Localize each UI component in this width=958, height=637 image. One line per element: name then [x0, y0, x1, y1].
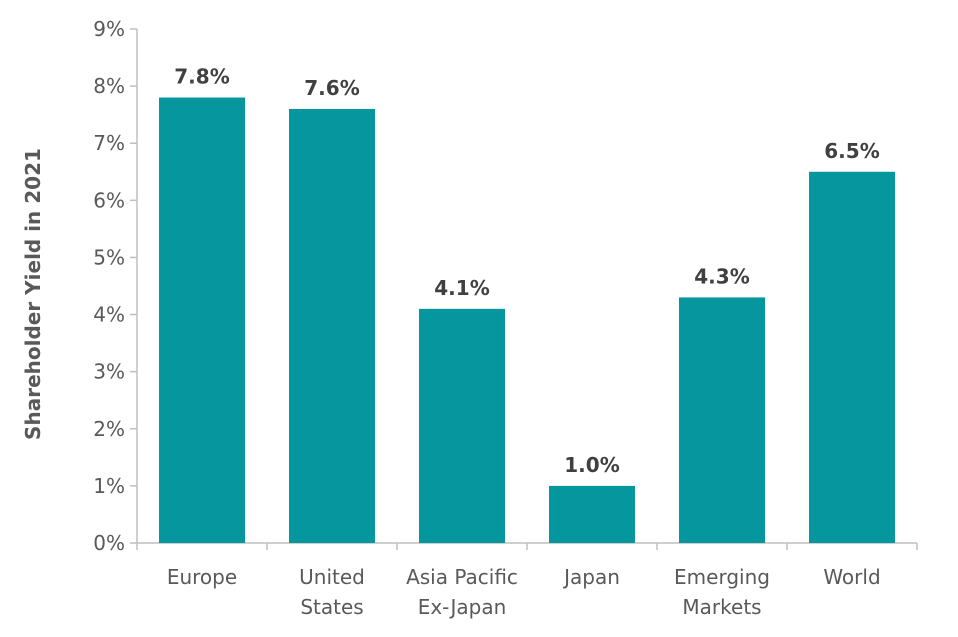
y-tick-label: 4% — [93, 303, 125, 327]
y-tick-label: 8% — [93, 74, 125, 98]
data-label: 4.1% — [434, 276, 489, 300]
data-label: 6.5% — [824, 139, 879, 163]
y-tick-label: 1% — [93, 474, 125, 498]
bar — [159, 97, 245, 544]
bar — [549, 485, 635, 543]
x-category-label: Japan — [562, 565, 620, 589]
x-category-label: World — [823, 565, 880, 589]
bars — [159, 97, 895, 544]
y-tick-label: 9% — [93, 17, 125, 41]
data-labels: 7.8% 7.6% 4.1% 1.0% 4.3% 6.5% — [174, 65, 879, 477]
y-tick-label: 2% — [93, 417, 125, 441]
x-category-label: Europe — [167, 565, 237, 589]
x-axis: Europe United States Asia Pacific Ex-Japan Ja… — [136, 542, 918, 619]
bar — [289, 108, 375, 543]
bar — [679, 297, 765, 543]
y-tick-label: 3% — [93, 360, 125, 384]
x-category-label: United States — [299, 565, 365, 619]
y-tick-label: 6% — [93, 188, 125, 212]
bar — [809, 171, 895, 543]
y-tick-label: 5% — [93, 245, 125, 269]
y-tick-label: 0% — [93, 531, 125, 555]
data-label: 7.6% — [304, 76, 359, 100]
data-label: 4.3% — [694, 264, 749, 288]
data-label: 7.8% — [174, 65, 229, 89]
x-category-label: Asia Pacific Ex-Japan — [406, 565, 518, 619]
bar — [419, 308, 505, 543]
y-axis: 0% 1% 2% 3% 4% 5% 6% 7% 8% 9% — [93, 17, 138, 555]
y-tick-label: 7% — [93, 131, 125, 155]
data-label: 1.0% — [564, 453, 619, 477]
y-axis-title: Shareholder Yield in 2021 — [21, 148, 45, 440]
x-category-label: Emerging Markets — [674, 565, 770, 619]
